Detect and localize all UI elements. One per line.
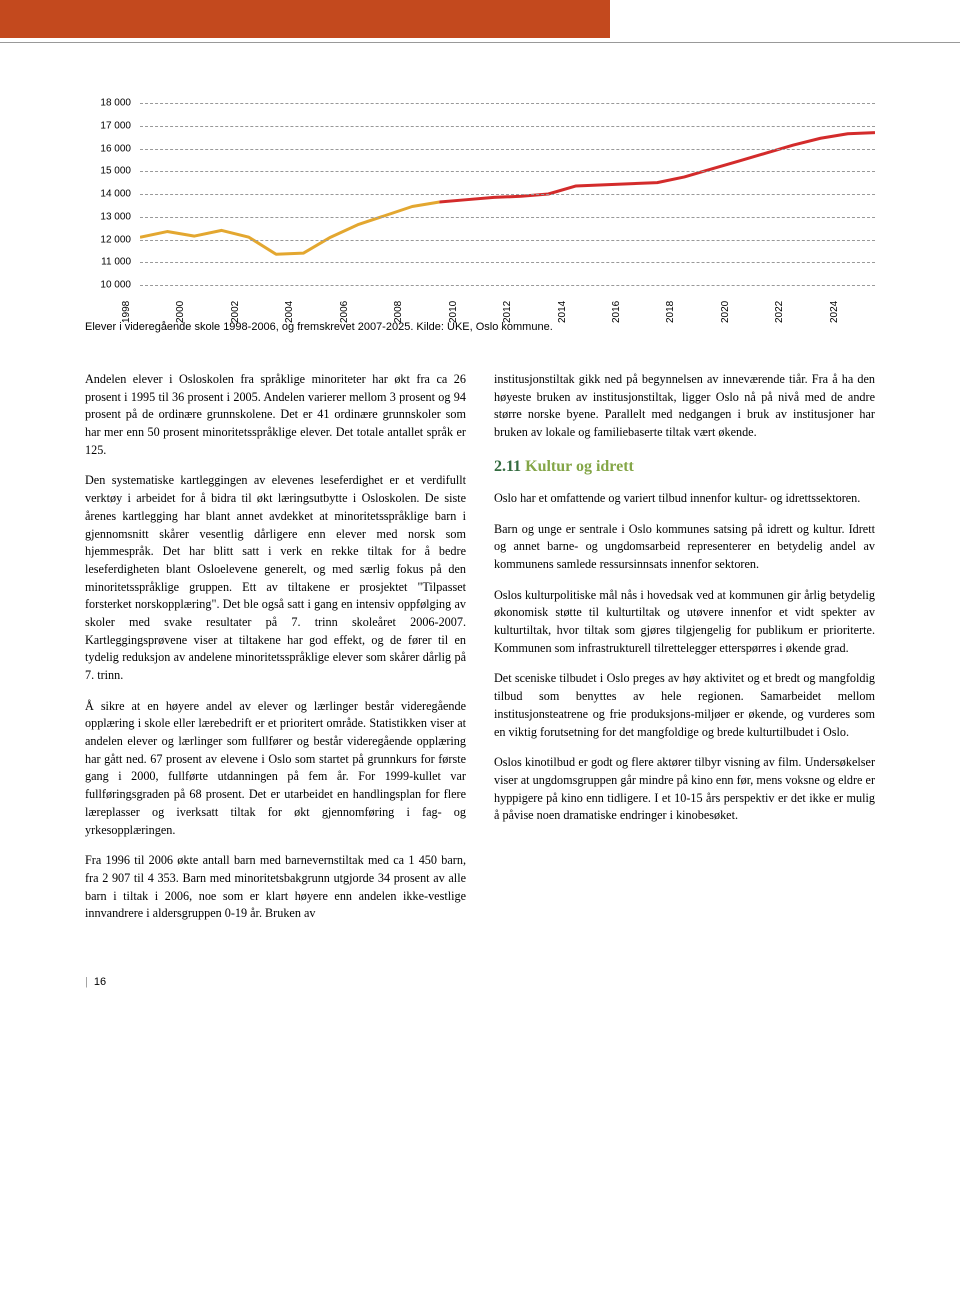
body-paragraph: institusjonstiltak gikk ned på begynnels… — [494, 371, 875, 442]
body-paragraph: Oslos kinotilbud er godt og flere aktøre… — [494, 754, 875, 825]
page-footer: | 16 — [85, 976, 875, 988]
x-tick-label: 2012 — [502, 301, 513, 323]
x-axis: 1998200020022004200620082010201220142016… — [140, 285, 875, 313]
gridline — [140, 194, 875, 195]
line-chart: 18 00017 00016 00015 00014 00013 00012 0… — [85, 103, 875, 313]
body-paragraph: Barn og unge er sentrale i Oslo kommunes… — [494, 521, 875, 574]
gridline — [140, 171, 875, 172]
gridline — [140, 126, 875, 127]
x-tick-label: 2016 — [611, 301, 622, 323]
x-tick-label: 2018 — [665, 301, 676, 323]
body-paragraph: Det sceniske tilbudet i Oslo preges av h… — [494, 670, 875, 741]
header-accent-bar — [0, 0, 610, 38]
section-heading: 2.11 Kultur og idrett — [494, 455, 875, 478]
y-tick-label: 14 000 — [85, 189, 131, 200]
x-tick-label: 2014 — [557, 301, 568, 323]
x-tick-label: 2004 — [284, 301, 295, 323]
gridline — [140, 149, 875, 150]
x-tick-label: 2008 — [393, 301, 404, 323]
section-number: 2.11 — [494, 458, 521, 475]
x-tick-label: 2006 — [339, 301, 350, 323]
gridline — [140, 240, 875, 241]
body-paragraph: Den systematiske kartleggingen av eleven… — [85, 472, 466, 684]
x-tick-label: 2010 — [448, 301, 459, 323]
x-tick-label: 2022 — [774, 301, 785, 323]
y-tick-label: 11 000 — [85, 257, 131, 268]
y-axis: 18 00017 00016 00015 00014 00013 00012 0… — [85, 103, 135, 285]
series-historisk — [140, 202, 439, 254]
plot-area — [140, 103, 875, 285]
y-tick-label: 10 000 — [85, 280, 131, 291]
chart-caption: Elever i videregående skole 1998-2006, o… — [85, 321, 875, 333]
y-tick-label: 15 000 — [85, 166, 131, 177]
y-tick-label: 18 000 — [85, 98, 131, 109]
body-paragraph: Oslo har et omfattende og variert tilbud… — [494, 490, 875, 508]
right-column: institusjonstiltak gikk ned på begynnels… — [494, 371, 875, 936]
page-number-bar: | — [85, 976, 88, 988]
body-paragraph: Fra 1996 til 2006 økte antall barn med b… — [85, 852, 466, 923]
body-paragraph: Å sikre at en høyere andel av elever og … — [85, 698, 466, 840]
y-tick-label: 17 000 — [85, 120, 131, 131]
gridline — [140, 103, 875, 104]
x-tick-label: 2000 — [175, 301, 186, 323]
y-tick-label: 13 000 — [85, 211, 131, 222]
x-tick-label: 2002 — [230, 301, 241, 323]
chart-container: 18 00017 00016 00015 00014 00013 00012 0… — [85, 103, 875, 333]
body-paragraph: Oslos kulturpolitiske mål nås i hovedsak… — [494, 587, 875, 658]
text-columns: Andelen elever i Osloskolen fra språklig… — [85, 371, 875, 936]
section-title: Kultur og idrett — [525, 458, 634, 475]
body-paragraph: Andelen elever i Osloskolen fra språklig… — [85, 371, 466, 459]
page-number: 16 — [94, 976, 106, 988]
series-fremskrevet — [439, 133, 875, 202]
left-column: Andelen elever i Osloskolen fra språklig… — [85, 371, 466, 936]
gridline — [140, 262, 875, 263]
x-tick-label: 2020 — [720, 301, 731, 323]
y-tick-label: 12 000 — [85, 234, 131, 245]
x-tick-label: 1998 — [121, 301, 132, 323]
x-tick-label: 2024 — [829, 301, 840, 323]
page-content: 18 000 17 000 16 000 15 000 14 000 13 000 12 0… — [0, 43, 960, 1028]
y-tick-label: 16 000 — [85, 143, 131, 154]
gridline — [140, 217, 875, 218]
